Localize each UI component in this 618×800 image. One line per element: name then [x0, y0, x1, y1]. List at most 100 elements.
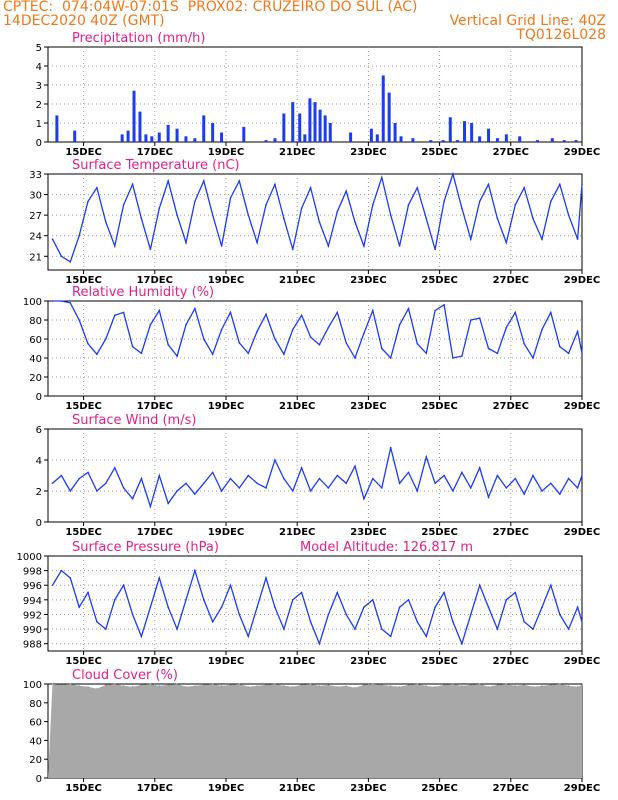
data-point — [354, 357, 356, 359]
series-line — [51, 568, 583, 646]
data-point — [256, 330, 258, 333]
data-point — [69, 490, 72, 492]
y-tick-label: 100 — [23, 297, 42, 308]
data-point — [203, 684, 205, 686]
data-point — [167, 502, 169, 505]
precip-bar — [73, 130, 77, 142]
data-point — [532, 217, 534, 220]
data-point — [113, 466, 116, 469]
data-point — [532, 686, 534, 688]
data-point — [434, 686, 436, 688]
y-tick-label: 6 — [36, 425, 42, 436]
data-point — [149, 248, 152, 251]
x-tick-label: 23DEC — [350, 783, 386, 794]
y-tick-label: 1000 — [17, 552, 42, 563]
data-point — [336, 591, 339, 594]
panel-title: Cloud Cover (%) — [72, 668, 178, 683]
data-point — [78, 477, 80, 480]
precip-bar — [282, 113, 286, 142]
data-point — [478, 317, 481, 319]
data-point — [425, 217, 428, 220]
x-tick-label: 19DEC — [208, 783, 244, 794]
data-point — [274, 338, 276, 340]
precip-bar — [157, 132, 161, 142]
x-tick-label: 21DEC — [279, 401, 315, 412]
x-tick-label: 27DEC — [493, 147, 529, 158]
data-point — [478, 466, 481, 469]
data-point — [327, 326, 330, 329]
data-point — [149, 505, 152, 508]
plot-frame — [47, 555, 583, 652]
precip-bar — [328, 123, 332, 142]
data-point — [158, 207, 161, 210]
precip-bar — [211, 123, 215, 142]
data-point — [496, 474, 499, 477]
data-point — [380, 628, 383, 630]
x-tick-label: 29DEC — [564, 527, 600, 538]
precip-bar — [184, 136, 188, 142]
precip-bar — [323, 115, 327, 142]
data-point — [479, 683, 481, 685]
data-point — [389, 446, 392, 449]
data-point — [576, 606, 579, 608]
data-point — [78, 606, 80, 608]
data-point — [567, 352, 570, 355]
panel-title: Surface Wind (m/s) — [72, 413, 196, 428]
x-tick-label: 29DEC — [564, 401, 600, 412]
data-point — [523, 342, 525, 345]
data-point — [60, 474, 63, 477]
data-point — [131, 686, 134, 688]
precip-bar — [381, 75, 385, 142]
precip-bar — [144, 134, 148, 142]
x-tick-label: 19DEC — [208, 656, 244, 667]
data-point — [469, 319, 472, 321]
data-point — [60, 300, 63, 302]
data-point — [158, 309, 161, 312]
data-point — [398, 323, 401, 326]
y-tick-label: 4 — [36, 62, 42, 73]
data-point — [140, 352, 143, 355]
data-point — [461, 642, 463, 645]
data-point — [229, 311, 232, 314]
data-point — [541, 328, 543, 331]
data-point — [581, 183, 583, 186]
data-point — [247, 686, 249, 688]
x-tick-label: 25DEC — [421, 147, 457, 158]
data-point — [292, 686, 294, 688]
y-tick-label: 20 — [29, 373, 42, 384]
data-point — [274, 459, 276, 461]
precip-bar — [138, 111, 142, 142]
data-point — [158, 474, 161, 477]
precip-bar — [369, 128, 373, 142]
data-point — [523, 684, 525, 686]
x-tick-label: 29DEC — [564, 275, 600, 286]
data-point — [87, 342, 89, 345]
x-tick-label: 23DEC — [350, 401, 386, 412]
x-tick-label: 15DEC — [65, 527, 101, 538]
data-point — [389, 214, 392, 216]
y-tick-label: 4 — [36, 456, 42, 467]
data-point — [283, 353, 285, 356]
data-point — [567, 628, 570, 630]
data-point — [363, 606, 365, 608]
data-point — [194, 685, 196, 687]
data-point — [496, 628, 499, 630]
data-point — [274, 183, 276, 186]
precip-bar — [349, 132, 353, 142]
chart-panel-5: 988 990 992 994 996 998 1000 15DEC 17DEC 19DEC 21D… — [17, 540, 601, 667]
data-point — [443, 684, 445, 686]
data-point — [123, 685, 125, 687]
data-point — [416, 620, 419, 623]
data-point — [283, 685, 285, 687]
x-tick-label: 15DEC — [65, 275, 101, 286]
data-point — [158, 577, 161, 579]
data-point — [291, 490, 294, 492]
x-tick-label: 19DEC — [208, 275, 244, 286]
data-point — [434, 248, 436, 251]
precip-bar — [242, 126, 246, 142]
data-point — [309, 620, 312, 623]
data-point — [176, 355, 178, 357]
data-point — [390, 685, 392, 687]
precip-bar — [303, 134, 307, 142]
data-point — [167, 343, 169, 346]
